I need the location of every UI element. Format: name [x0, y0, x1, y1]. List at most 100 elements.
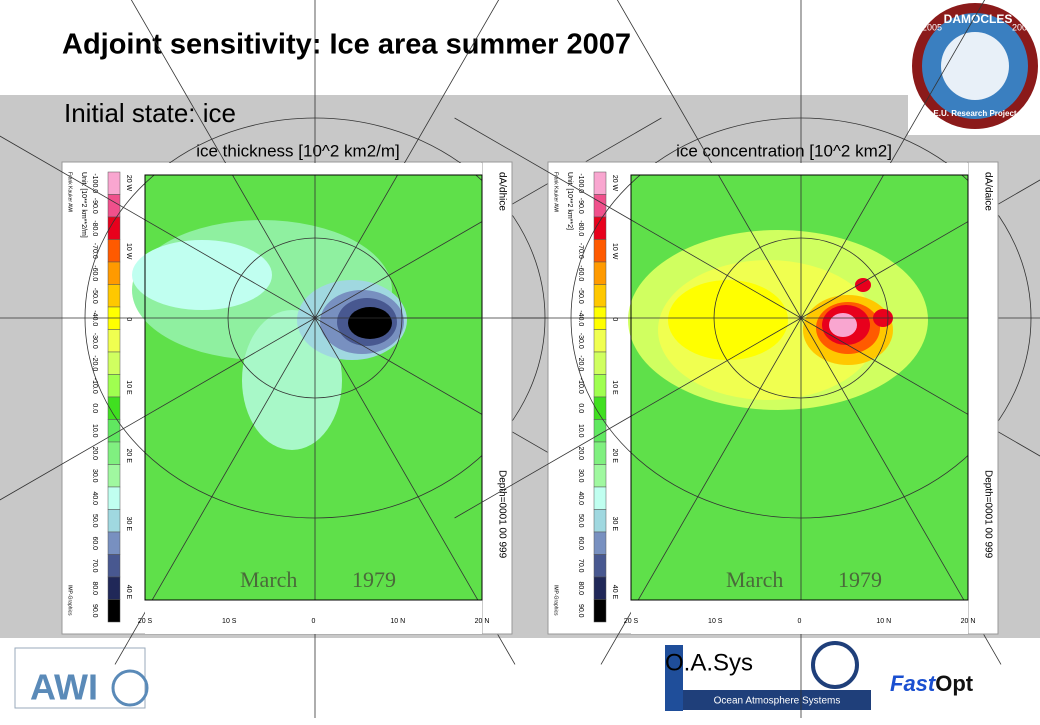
- colorbar-box: [107, 576, 121, 600]
- colorbar-label: 60.0: [577, 536, 584, 550]
- colorbar-box: [107, 284, 121, 308]
- credit: IMP-Graphics: [67, 585, 73, 616]
- logo-text: E.U. Research Project: [933, 109, 1016, 118]
- panel-caption: ice thickness [10^2 km2/m]: [196, 141, 400, 160]
- author: Frank Kauker AWI: [553, 172, 559, 212]
- colorbar-label: 10.0: [91, 424, 98, 438]
- colorbar-box: [593, 194, 607, 218]
- meridian: [314, 0, 500, 319]
- logo-globe: [111, 669, 149, 707]
- colorbar-label: 50.0: [91, 514, 98, 528]
- meridian: [800, 0, 986, 319]
- colorbar-box: [593, 509, 607, 533]
- colorbar-box: [107, 419, 121, 443]
- y-axis-label: 20 W: [125, 175, 132, 192]
- colorbar-box: [593, 486, 607, 510]
- colorbar-label: 10.0: [577, 424, 584, 438]
- colorbar-box: [593, 239, 607, 263]
- x-axis-label: 10 S: [708, 618, 723, 625]
- colorbar-box: [107, 261, 121, 285]
- author: Frank Kauker AWI: [67, 172, 73, 212]
- colorbar-box: [107, 554, 121, 578]
- meridian: [616, 0, 802, 319]
- colorbar-label: 80.0: [577, 581, 584, 595]
- colorbar-label: 20.0: [91, 446, 98, 460]
- colorbar-box: [593, 464, 607, 488]
- map-panel: ice thickness [10^2 km2/m] -100.0 -90.0 -80…: [0, 0, 715, 718]
- colorbar-label: -60.0: [91, 265, 98, 281]
- y-axis-label: 10 E: [611, 380, 618, 395]
- colorbar-label: -50.0: [577, 288, 584, 304]
- logo-text: Ocean Atmosphere Systems: [714, 696, 841, 707]
- meridian: [130, 0, 316, 319]
- panel-caption: ice concentration [10^2 km2]: [676, 141, 892, 160]
- credit: IMP-Graphics: [553, 585, 559, 616]
- sensitivity-area: [668, 280, 788, 360]
- colorbar-label: 90.0: [577, 604, 584, 618]
- colorbar-label: -50.0: [91, 288, 98, 304]
- colorbar-box: [593, 441, 607, 465]
- colorbar-label: 90.0: [91, 604, 98, 618]
- colorbar-label: 30.0: [577, 469, 584, 483]
- logo-text: O.A.Sys: [665, 649, 753, 676]
- x-axis-label: 10 N: [876, 618, 891, 625]
- colorbar-label: 60.0: [91, 536, 98, 550]
- colorbar-box: [107, 171, 121, 195]
- map-clip-top: [631, 163, 968, 175]
- x-axis-label: 0: [312, 618, 316, 625]
- sensitivity-area: [348, 307, 392, 339]
- x-axis-label: 0: [798, 618, 802, 625]
- x-axis-label: 20 N: [961, 618, 976, 625]
- y-axis-label: 10 W: [125, 243, 132, 260]
- y-axis-label: 20 W: [611, 175, 618, 192]
- oasys-logo: O.A.Sys Ocean Atmosphere Systems: [665, 641, 871, 711]
- colorbar-box: [107, 509, 121, 533]
- meridian: [0, 135, 316, 319]
- colorbar-box: [107, 531, 121, 555]
- y-axis-label: 0: [125, 317, 132, 321]
- y-axis-label: 20 E: [611, 448, 618, 463]
- colorbar-label: 0.0: [577, 403, 584, 413]
- variable-label: dA/dhice: [496, 172, 507, 211]
- meridian: [454, 117, 802, 319]
- colorbar-label: -80.0: [577, 220, 584, 236]
- colorbar-label: -100.0: [91, 173, 98, 193]
- map-clip-top: [145, 163, 482, 175]
- colorbar-label: -90.0: [91, 198, 98, 214]
- logo-bar: [665, 645, 683, 711]
- y-axis-label: 20 E: [125, 448, 132, 463]
- colorbar-box: [593, 599, 607, 623]
- colorbar-label: 80.0: [91, 581, 98, 595]
- colorbar-unit: Unit: [10**2 km**2]: [566, 172, 573, 230]
- colorbar-label: -10.0: [577, 378, 584, 394]
- colorbar-label: 30.0: [91, 469, 98, 483]
- colorbar-label: -90.0: [577, 198, 584, 214]
- sensitivity-area: [855, 278, 871, 292]
- colorbar-box: [593, 374, 607, 398]
- colorbar-box: [593, 554, 607, 578]
- x-axis-label: 10 S: [222, 618, 237, 625]
- colorbar-box: [593, 284, 607, 308]
- logo-text: 2009: [1012, 22, 1032, 32]
- x-axis-label: 20 S: [624, 618, 639, 625]
- colorbar-box: [593, 171, 607, 195]
- colorbar-label: 40.0: [91, 491, 98, 505]
- colorbar-label: -70.0: [577, 243, 584, 259]
- colorbar-box: [593, 576, 607, 600]
- colorbar-unit: Unit: [10**2 km**2/m]: [80, 172, 87, 238]
- colorbar-box: [107, 486, 121, 510]
- colorbar-box: [107, 464, 121, 488]
- colorbar-label: -10.0: [91, 378, 98, 394]
- colorbar-label: -30.0: [577, 333, 584, 349]
- colorbar-box: [107, 194, 121, 218]
- colorbar-box: [107, 329, 121, 353]
- fastopt-logo: FastOpt: [890, 671, 974, 696]
- map-border: [630, 174, 969, 601]
- colorbar-label: 50.0: [577, 514, 584, 528]
- title: Adjoint sensitivity: Ice area summer 200…: [62, 29, 631, 61]
- y-axis-label: 40 E: [611, 585, 618, 600]
- sensitivity-area: [829, 313, 857, 337]
- logo-bar: [683, 690, 871, 710]
- variable-label: dA/daice: [982, 172, 993, 211]
